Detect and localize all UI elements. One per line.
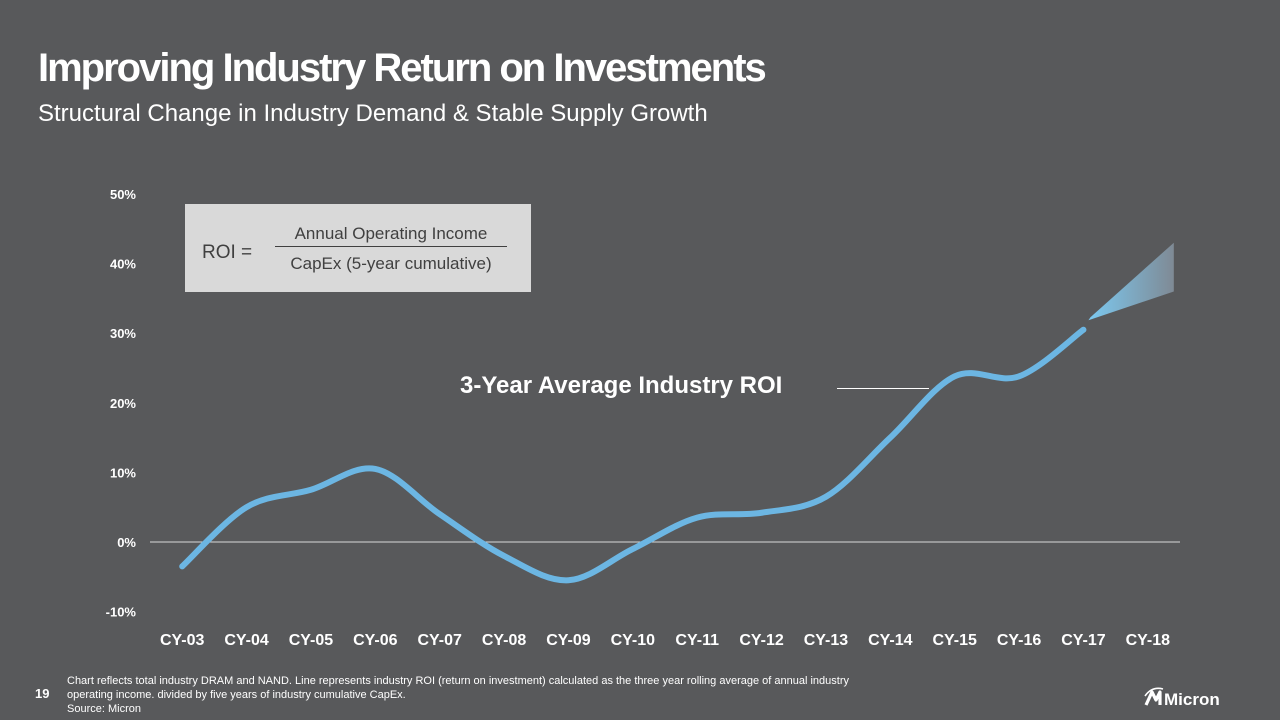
x-tick-label: CY-11 (675, 632, 719, 649)
footnote-line: operating income. divided by five years … (67, 689, 406, 701)
y-tick-label: 20% (110, 396, 136, 411)
footnote: Chart reflects total industry DRAM and N… (67, 674, 967, 716)
x-tick-label: CY-13 (804, 632, 849, 649)
roi-formula-box: ROI = Annual Operating Income CapEx (5-y… (185, 204, 531, 292)
y-tick-label: 30% (110, 326, 136, 341)
y-tick-label: -10% (106, 605, 137, 620)
footnote-line: Chart reflects total industry DRAM and N… (67, 675, 849, 687)
y-tick-label: 10% (110, 465, 136, 480)
footnote-source: Source: Micron (67, 703, 141, 715)
roi-formula-denominator: CapEx (5-year cumulative) (290, 254, 492, 273)
x-tick-label: CY-03 (160, 632, 205, 649)
roi-formula-label: ROI = (202, 242, 253, 263)
x-tick-label: CY-06 (353, 632, 398, 649)
y-tick-label: 40% (110, 257, 136, 272)
y-tick-label: 0% (117, 535, 136, 550)
roi-series-line (179, 326, 1087, 584)
projection-wedge (1088, 242, 1174, 321)
x-tick-label: CY-07 (417, 632, 462, 649)
x-tick-label: CY-08 (482, 632, 527, 649)
x-tick-label: CY-04 (224, 632, 269, 649)
x-tick-label: CY-17 (1061, 632, 1106, 649)
roi-formula-numerator: Annual Operating Income (275, 224, 507, 247)
x-tick-label: CY-09 (546, 632, 591, 649)
series-label: 3-Year Average Industry ROI (460, 372, 783, 399)
micron-logo-text: Micron (1164, 690, 1220, 709)
x-tick-label: CY-12 (739, 632, 784, 649)
y-tick-label: 50% (110, 187, 136, 202)
x-tick-label: CY-10 (611, 632, 656, 649)
page-subtitle: Structural Change in Industry Demand & S… (38, 100, 708, 127)
x-tick-label: CY-16 (997, 632, 1042, 649)
series-label-leader-line (837, 388, 929, 389)
page-number: 19 (35, 686, 50, 701)
page-title: Improving Industry Return on Investments (38, 46, 767, 90)
micron-logo: Micron (1144, 687, 1220, 709)
x-tick-label: CY-15 (932, 632, 977, 649)
x-tick-label: CY-05 (289, 632, 334, 649)
x-tick-label: CY-14 (868, 632, 913, 649)
x-tick-label: CY-18 (1126, 632, 1171, 649)
